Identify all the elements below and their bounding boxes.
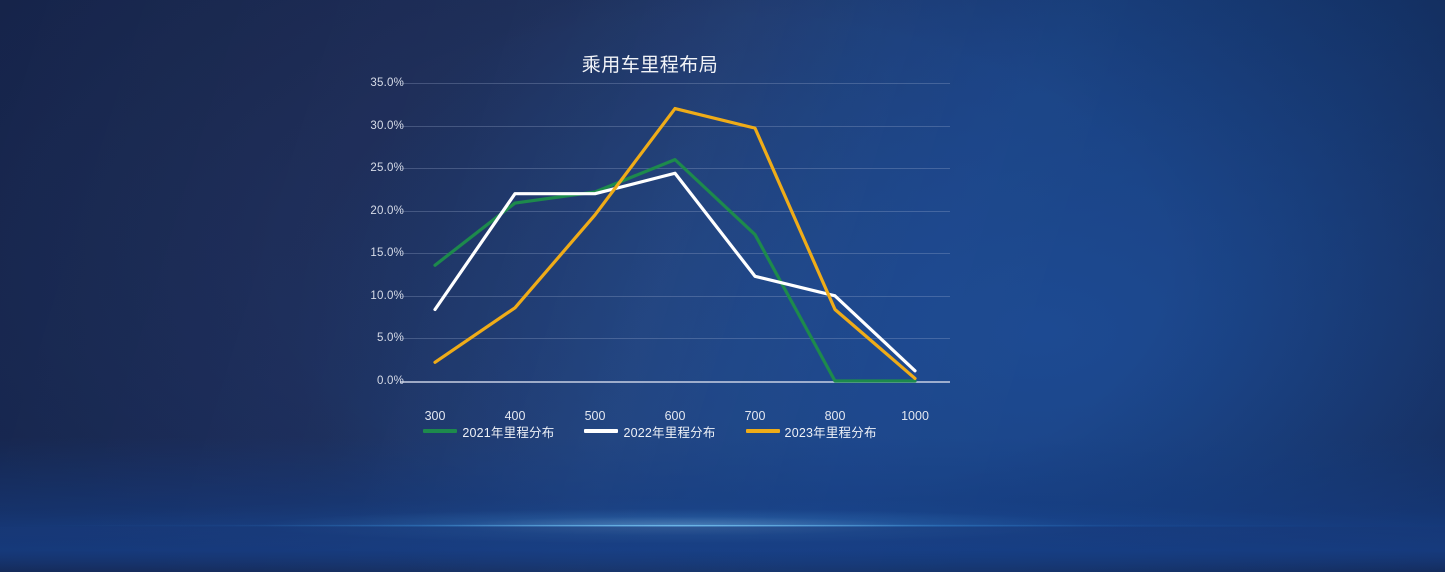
gridline [400,253,950,255]
series-line [433,106,917,381]
chart-panel: 乘用车里程布局 0.0% 5.0% 10.0% 15.0% 20.0% 25.0% 30.0… [330,22,970,446]
y-axis-tick-label: 25.0% [370,162,404,175]
legend-label: 2021年里程分布 [462,425,555,440]
gridline [400,338,950,340]
chart-legend: 2021年里程分布 2022年里程分布 2023年里程分布 [330,418,970,444]
x-axis-tick-label: 500 [584,409,606,423]
gridline [400,295,950,297]
gridline [400,83,950,84]
y-axis-tick-label: 0.0% [376,375,404,387]
bottom-glow-underlight [0,527,1445,572]
legend-item[interactable]: 2023年里程分布 [745,422,877,441]
y-axis-tick-label: 30.0% [370,119,404,132]
chart-title: 乘用车里程布局 [581,55,719,76]
legend-item[interactable]: 2021年里程分布 [423,422,554,441]
gridline [400,210,950,212]
bottom-glow-line [0,524,1445,527]
x-axis-tick-label: 300 [424,409,446,423]
y-axis-tick-label: 5.0% [376,332,404,345]
legend-color-swatch [584,429,619,433]
gridline [400,125,950,127]
legend-label: 2023年里程分布 [784,425,877,440]
legend-color-swatch [423,429,458,433]
legend-color-swatch [745,429,780,433]
x-axis-tick-label: 600 [664,409,686,423]
y-axis-tick-label: 20.0% [370,204,404,217]
y-axis-tick-label: 15.0% [370,247,404,260]
series-line [433,171,917,373]
x-axis-tick-label: 700 [744,409,766,423]
series-line [433,158,917,383]
legend-item[interactable]: 2022年里程分布 [584,422,715,441]
series-lines [433,106,917,383]
x-axis-tick-label: 400 [504,409,526,423]
legend-label: 2022年里程分布 [623,425,716,440]
gridline [400,381,950,383]
y-axis-tick-label: 10.0% [370,289,404,302]
y-axis-tick-label: 35.0% [370,77,404,89]
x-axis-tick-label: 800 [824,409,846,423]
x-axis-tick-label: 1000 [901,409,929,423]
plot-area: 0.0% 5.0% 10.0% 15.0% 20.0% 25.0% 30.0% 35.0% 3… [330,22,970,446]
gridline [400,168,950,170]
